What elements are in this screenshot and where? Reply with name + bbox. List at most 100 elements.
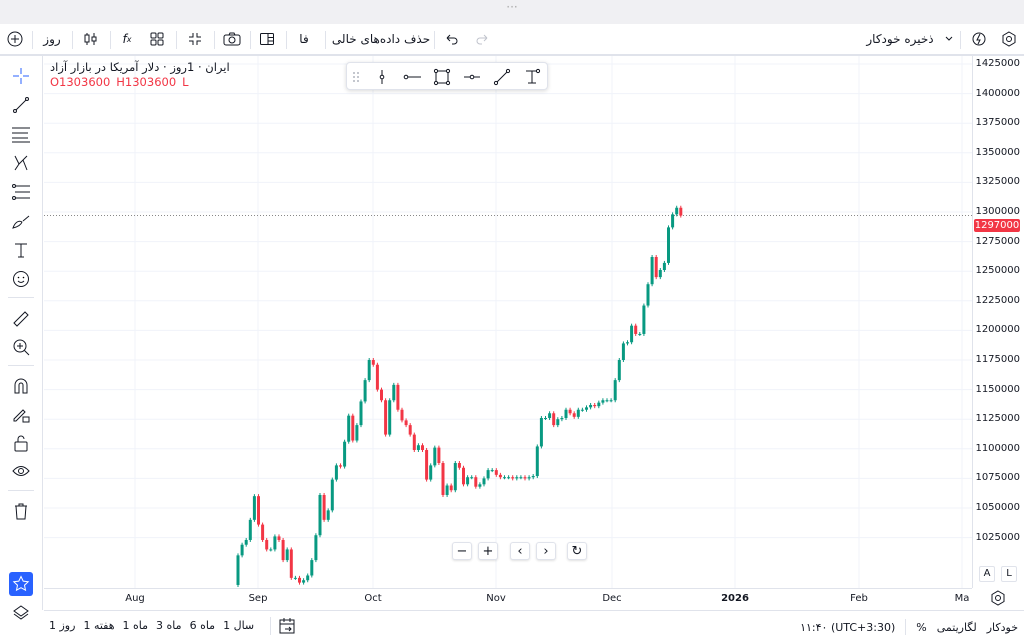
text-anchor-icon[interactable] bbox=[521, 66, 543, 88]
chevron-down-icon[interactable] bbox=[942, 24, 956, 54]
floating-drawing-toolbar[interactable] bbox=[346, 62, 548, 90]
collapse-icon[interactable] bbox=[184, 24, 206, 54]
period-buttons: 1 روز 1 هفته 1 ماه 3 ماه 6 ماه 1 سال bbox=[49, 619, 254, 632]
candle-up bbox=[314, 535, 318, 561]
auto-scale-button[interactable]: A bbox=[979, 566, 995, 582]
unlock-icon[interactable] bbox=[9, 431, 33, 455]
window-drag-handle[interactable]: ··· bbox=[0, 0, 1024, 24]
candles-icon[interactable] bbox=[80, 24, 102, 54]
candle-down bbox=[384, 400, 388, 435]
candle-up bbox=[544, 418, 547, 420]
percent-toggle[interactable]: % bbox=[916, 620, 927, 634]
chart-area[interactable] bbox=[44, 56, 972, 588]
time-tick-label: Dec bbox=[602, 593, 622, 604]
time-tick-label: Aug bbox=[125, 593, 145, 604]
period-6m[interactable]: 6 ماه bbox=[189, 619, 216, 632]
lock-drawing-icon[interactable] bbox=[9, 402, 33, 426]
period-3m[interactable]: 3 ماه bbox=[156, 619, 182, 632]
eye-icon[interactable] bbox=[9, 459, 33, 483]
period-1d[interactable]: 1 روز bbox=[49, 619, 76, 632]
rectangle-icon[interactable] bbox=[431, 66, 453, 88]
reset-chart-button[interactable]: ↻ bbox=[567, 542, 587, 560]
candle-down bbox=[289, 549, 293, 578]
brush-icon[interactable] bbox=[9, 209, 33, 233]
text-icon[interactable] bbox=[9, 238, 33, 262]
period-1y[interactable]: 1 سال bbox=[223, 619, 255, 632]
horizontal-ray-icon[interactable] bbox=[401, 66, 423, 88]
autosave-button[interactable]: ذخیره خودکار bbox=[866, 32, 934, 46]
layers-icon[interactable] bbox=[9, 601, 33, 625]
candle-down bbox=[634, 325, 638, 334]
candle-up bbox=[613, 380, 617, 401]
time-tick-label: Ma bbox=[954, 593, 970, 604]
undo-icon[interactable] bbox=[442, 24, 462, 54]
redo-icon[interactable] bbox=[472, 24, 492, 54]
candle-up bbox=[240, 544, 244, 556]
candle-up bbox=[626, 342, 629, 344]
candle-down bbox=[371, 360, 375, 365]
period-1w[interactable]: 1 هفته bbox=[83, 619, 115, 632]
pattern-icon[interactable] bbox=[9, 151, 33, 175]
time-tick-label: 2026 bbox=[721, 593, 749, 604]
zoom-in-button[interactable]: + bbox=[478, 542, 498, 560]
horizontal-line-icon[interactable] bbox=[461, 66, 483, 88]
calendar-goto-icon[interactable] bbox=[278, 617, 296, 635]
candle-up bbox=[601, 400, 605, 403]
zoom-out-button[interactable]: − bbox=[452, 542, 472, 560]
auto-toggle[interactable]: خودکار bbox=[986, 620, 1018, 634]
period-1m[interactable]: 1 ماه bbox=[122, 619, 149, 632]
log-scale-button[interactable]: L bbox=[1001, 566, 1017, 582]
candle-up bbox=[302, 580, 306, 583]
fib-icon[interactable] bbox=[9, 180, 33, 204]
star-icon[interactable] bbox=[9, 572, 33, 596]
log-toggle[interactable]: لگاریتمی bbox=[936, 620, 977, 634]
scroll-left-button[interactable]: ‹ bbox=[510, 542, 530, 560]
price-tick-label: 1175000 bbox=[975, 354, 1020, 365]
candle-up bbox=[359, 401, 363, 426]
crosshair-icon[interactable] bbox=[9, 64, 33, 88]
candle-down bbox=[679, 207, 683, 216]
ruler-icon[interactable] bbox=[9, 307, 33, 331]
price-tick-label: 1250000 bbox=[975, 265, 1020, 277]
candle-up bbox=[556, 419, 560, 426]
candlestick-chart[interactable] bbox=[44, 56, 972, 588]
timezone-clock[interactable]: ۱۱:۴۰ (UTC+3:30) bbox=[800, 620, 896, 634]
candle-down bbox=[498, 474, 502, 478]
legend-high: H1303600 bbox=[116, 75, 177, 89]
alert-icon[interactable] bbox=[968, 24, 990, 54]
scroll-right-button[interactable]: › bbox=[536, 542, 556, 560]
candle-up bbox=[646, 284, 650, 306]
zoom-in-icon[interactable] bbox=[9, 335, 33, 359]
trend-line-icon[interactable] bbox=[9, 93, 33, 117]
trash-icon[interactable] bbox=[9, 499, 33, 523]
language-button[interactable]: فا bbox=[299, 32, 309, 46]
price-axis[interactable]: 1425000 1400000 1375000 1350000 1325000 13000… bbox=[972, 56, 1024, 588]
horizontal-lines-icon[interactable] bbox=[9, 122, 33, 146]
vertical-line-icon[interactable] bbox=[371, 66, 393, 88]
chart-settings-icon[interactable] bbox=[990, 590, 1008, 606]
price-tick-label: 1200000 bbox=[975, 324, 1020, 336]
candle-down bbox=[523, 477, 527, 479]
candle-down bbox=[474, 477, 478, 487]
emoji-icon[interactable] bbox=[9, 267, 33, 291]
panel-icon[interactable] bbox=[256, 24, 278, 54]
plus-circle-icon[interactable] bbox=[4, 24, 26, 54]
interval-button[interactable]: روز bbox=[43, 32, 61, 46]
camera-icon[interactable] bbox=[221, 24, 243, 54]
grid-icon[interactable] bbox=[146, 24, 168, 54]
magnet-icon[interactable] bbox=[9, 374, 33, 398]
candle-up bbox=[519, 477, 523, 479]
remove-empty-data-button[interactable]: حذف داده‌های خالی bbox=[331, 32, 431, 46]
drag-handle-icon[interactable] bbox=[349, 66, 363, 88]
time-tick-label: Nov bbox=[486, 593, 506, 604]
settings-icon[interactable] bbox=[998, 24, 1020, 54]
candle-down bbox=[552, 413, 556, 426]
trend-line-icon[interactable] bbox=[491, 66, 513, 88]
candle-up bbox=[318, 494, 322, 536]
time-axis[interactable]: Aug Sep Oct Nov Dec 2026 Feb Ma bbox=[44, 588, 972, 610]
candle-up bbox=[560, 418, 564, 420]
candle-down bbox=[322, 494, 326, 520]
price-tick-label: 1325000 bbox=[975, 176, 1020, 188]
